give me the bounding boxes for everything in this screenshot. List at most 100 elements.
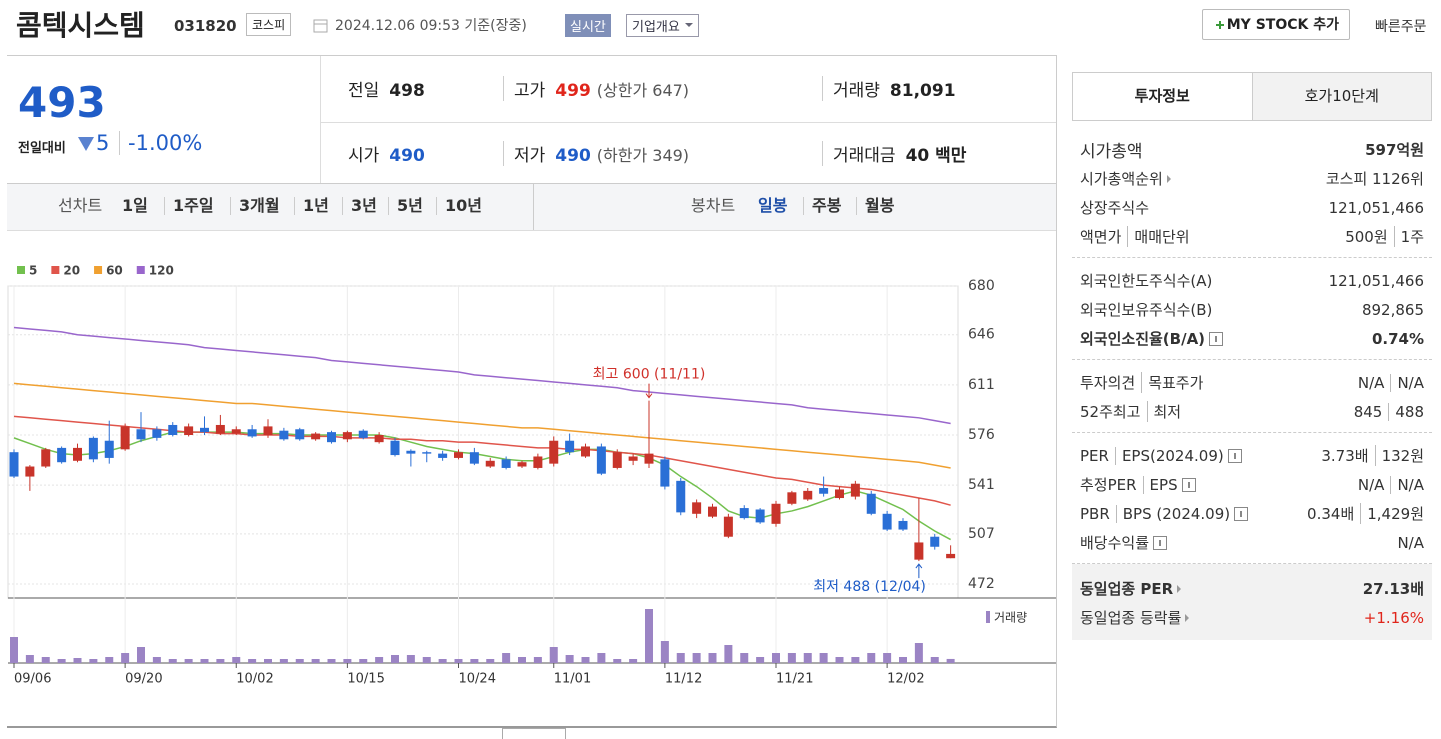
period-button[interactable]: 5년	[388, 197, 431, 215]
label-part: 시가총액	[1080, 142, 1143, 162]
candle-body	[390, 440, 400, 456]
candle-body	[215, 424, 225, 434]
candle-body	[644, 453, 654, 464]
value-part: 488	[1388, 402, 1424, 421]
label-part: 목표주가	[1141, 372, 1203, 393]
info-value: N/A N/A	[1358, 373, 1424, 392]
period-bar	[7, 183, 1056, 231]
volume-bar	[787, 653, 796, 663]
candle-body	[882, 513, 892, 530]
value-part: 500원	[1345, 228, 1388, 246]
volume-bar	[803, 653, 812, 663]
candle-button[interactable]: 주봉	[803, 197, 849, 215]
candle-body	[708, 506, 717, 517]
candle-body	[327, 432, 336, 443]
period-button[interactable]: 3년	[342, 197, 385, 215]
period-button[interactable]: 3개월	[230, 197, 288, 215]
quote-note: (하한가 349)	[596, 146, 690, 165]
x-tick-label: 11/21	[776, 672, 813, 687]
candle-button[interactable]: 월봉	[856, 197, 902, 215]
help-icon[interactable]	[1227, 448, 1242, 463]
quote-value: 499	[555, 81, 591, 101]
volume-bar	[121, 653, 130, 663]
tab[interactable]: 호가10단계	[1251, 73, 1431, 120]
period-button[interactable]: 10년	[436, 197, 490, 215]
info-row: 외국인보유주식수(B) 892,865	[1080, 295, 1424, 324]
label-part: 시가총액순위	[1080, 170, 1163, 188]
realtime-badge[interactable]: 실시간	[565, 14, 611, 37]
candle-body	[787, 492, 797, 504]
legend-swatch	[986, 611, 990, 623]
candle-body	[454, 452, 463, 458]
arrow-icon[interactable]	[1177, 584, 1182, 593]
ma-line	[13, 382, 951, 469]
volume-bar	[184, 659, 193, 663]
quote-value: 490	[389, 146, 425, 166]
volume-bar	[629, 659, 638, 663]
info-row: 투자의견 목표주가 N/A N/A	[1080, 368, 1424, 397]
tab[interactable]: 투자정보	[1073, 73, 1252, 120]
candle-body	[755, 509, 765, 523]
help-icon[interactable]	[1234, 506, 1249, 521]
x-tick-label: 10/24	[459, 672, 496, 687]
value-part: 132원	[1374, 445, 1424, 466]
candle-button[interactable]: 일봉	[758, 196, 788, 215]
volume-bar	[883, 653, 892, 663]
help-icon[interactable]	[1153, 535, 1168, 550]
label-part: EPS(2024.09)	[1114, 446, 1224, 465]
quick-order[interactable]: 빠른주문	[1375, 19, 1427, 35]
info-value: +1.16%	[1364, 609, 1424, 627]
period-label: 선차트	[58, 196, 103, 215]
volume-bar	[613, 659, 622, 663]
volume-bar	[851, 657, 860, 663]
info-group: 시가총액 597억원 시가총액순위 코스피 1126위 상장주식수 121,051,466…	[1072, 127, 1432, 258]
label-part: 외국인한도주식수(A)	[1080, 272, 1213, 290]
resize-handle[interactable]	[502, 728, 566, 739]
volume-bar	[454, 659, 463, 663]
y-tick-label: 507	[968, 526, 995, 542]
candle-body	[676, 480, 686, 513]
info-row: 액면가 매매단위 500원 1주	[1080, 222, 1424, 251]
x-tick-label: 12/02	[887, 672, 924, 687]
info-value: 597억원	[1365, 139, 1424, 160]
stock-name: 콤텍시스템	[16, 9, 145, 42]
help-icon[interactable]	[1209, 331, 1224, 346]
volume-bar	[152, 657, 161, 663]
label-part: 투자의견	[1080, 374, 1136, 392]
info-value: N/A N/A	[1358, 475, 1424, 494]
candle-body	[73, 447, 82, 461]
candle-body	[25, 466, 35, 477]
candle-body	[803, 490, 813, 500]
arrow-icon[interactable]	[1166, 174, 1171, 183]
volume-bar	[946, 658, 955, 663]
candle-body	[279, 430, 289, 440]
company-button[interactable]: 기업개요	[626, 14, 699, 37]
high-annotation: 최고 600 (11/11)	[593, 367, 706, 383]
period-button[interactable]: 1년	[294, 197, 337, 215]
candle-body	[358, 430, 368, 438]
candle-body	[374, 435, 384, 443]
candle-body	[184, 426, 194, 435]
candle-body	[739, 508, 749, 519]
volume-bar	[232, 657, 241, 663]
legend-label: 60	[106, 264, 123, 278]
candle-body	[628, 456, 638, 461]
info-row: 상장주식수 121,051,466	[1080, 193, 1424, 222]
info-panel: 투자정보 호가10단계 시가총액 597억원 시가총액순위 코스피 1126위 상장주식…	[1072, 72, 1432, 640]
candle-body	[469, 452, 479, 464]
label-part: 상장주식수	[1080, 199, 1150, 217]
label-part: PER	[1080, 446, 1109, 465]
help-icon[interactable]	[1181, 477, 1196, 492]
info-group: PER EPS(2024.09) 3.73배 132원 추정PER EPS N/A N/A PB…	[1072, 433, 1432, 564]
label-part: 추정PER	[1080, 476, 1137, 494]
volume-bar	[216, 659, 225, 663]
ma-line	[13, 326, 951, 425]
period-button[interactable]: 1주일	[164, 197, 222, 215]
period-button[interactable]: 1일	[122, 196, 148, 215]
info-row: 동일업종 등락률 +1.16%	[1080, 603, 1424, 632]
candle-body	[692, 502, 702, 514]
arrow-icon[interactable]	[1185, 613, 1190, 622]
mystock-button[interactable]: MY STOCK 추가	[1202, 9, 1350, 40]
candle-body	[247, 429, 257, 437]
low-annotation: 최저 488 (12/04)	[813, 579, 926, 595]
